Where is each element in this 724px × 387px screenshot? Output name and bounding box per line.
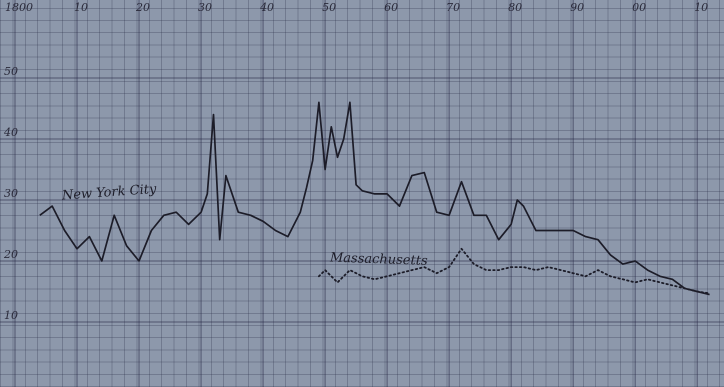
x-tick-label: 00 (632, 1, 646, 14)
x-tick-label: 60 (384, 1, 398, 14)
y-tick-label: 10 (4, 309, 18, 322)
y-tick-label: 40 (3, 126, 18, 139)
x-tick-label: 30 (198, 1, 212, 14)
x-tick-label: 70 (446, 1, 460, 14)
x-tick-label: 10 (694, 1, 708, 14)
x-tick-label: 10 (74, 1, 88, 14)
x-tick-label: 20 (135, 1, 150, 14)
y-tick-label: 20 (3, 248, 18, 261)
y-tick-label: 50 (4, 65, 18, 78)
x-tick-label: 1800 (5, 1, 33, 14)
x-tick-label: 40 (259, 1, 274, 14)
x-tick-label: 80 (508, 1, 522, 14)
series-label: Massachusetts (329, 250, 428, 268)
y-tick-label: 30 (4, 187, 18, 200)
x-tick-label: 90 (570, 1, 584, 14)
page: {"chart_data": {"type": "line", "xlim": … (0, 0, 724, 387)
chart: 180010203040506070809000101020304050New … (0, 0, 724, 387)
x-tick-label: 50 (322, 1, 336, 14)
